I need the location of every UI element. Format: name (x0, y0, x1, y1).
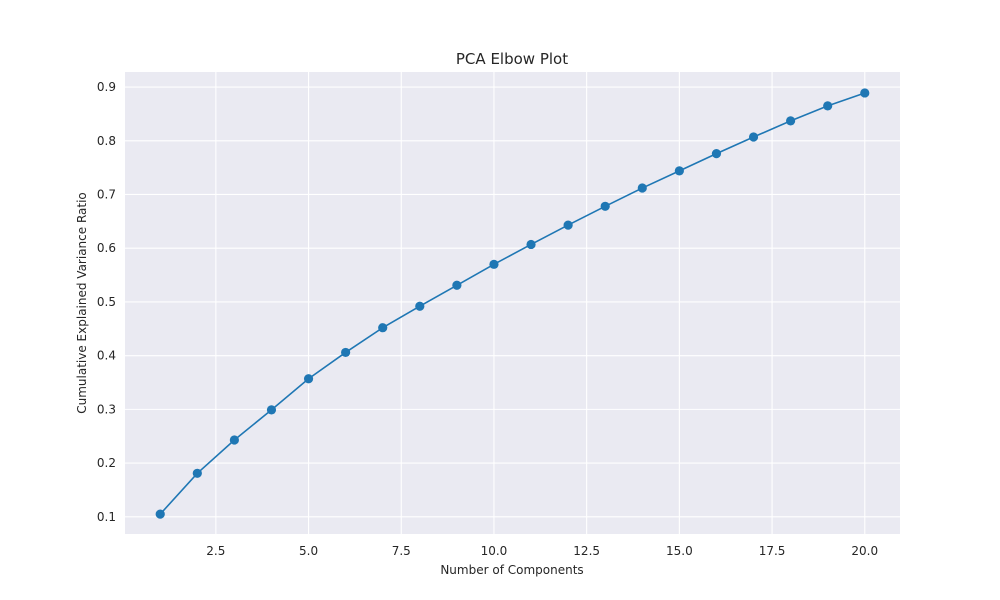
data-point (155, 509, 165, 519)
y-axis-label: Cumulative Explained Variance Ratio (75, 192, 89, 414)
data-point (266, 405, 277, 415)
data-point (786, 116, 796, 126)
data-point (303, 374, 314, 384)
data-point (229, 435, 239, 445)
y-tick-label: 0.1 (97, 510, 116, 524)
data-point (860, 88, 870, 98)
data-point (341, 347, 351, 358)
y-tick-label: 0.2 (97, 456, 116, 470)
x-tick-label: 10.0 (481, 544, 508, 558)
data-point (674, 166, 684, 176)
y-tick-label: 0.6 (97, 241, 116, 255)
series-layer (155, 88, 870, 519)
data-point (452, 280, 462, 290)
data-point (637, 183, 647, 193)
data-point (823, 101, 833, 111)
x-tick-label: 17.5 (759, 544, 786, 558)
y-tick-label: 0.9 (97, 80, 116, 94)
data-point (563, 220, 573, 230)
y-tick-labels: 0.1 0.2 0.3 0.4 0.5 0.6 0.7 0.8 0.9 (97, 80, 116, 524)
data-point (526, 239, 536, 250)
x-tick-label: 20.0 (851, 544, 878, 558)
x-tick-label: 15.0 (666, 544, 693, 558)
x-tick-label: 12.5 (573, 544, 600, 558)
y-gridlines (125, 86, 900, 518)
x-tick-label: 7.5 (392, 544, 411, 558)
x-tick-label: 5.0 (299, 544, 318, 558)
y-tick-label: 0.7 (97, 187, 116, 201)
y-tick-label: 0.3 (97, 402, 116, 416)
data-point (600, 201, 610, 211)
x-gridlines (215, 72, 866, 534)
chart-title: PCA Elbow Plot (456, 50, 568, 68)
data-point (748, 132, 759, 142)
x-tick-labels: 2.5 5.0 7.5 10.0 12.5 15.0 17.5 20.0 (206, 544, 878, 558)
data-point (192, 468, 202, 478)
y-tick-label: 0.5 (97, 295, 116, 309)
y-tick-label: 0.8 (97, 134, 116, 148)
data-point (415, 301, 425, 311)
data-point (378, 323, 388, 333)
y-tick-label: 0.4 (97, 349, 116, 363)
x-axis-label: Number of Components (440, 563, 583, 577)
data-point (711, 149, 722, 159)
plot-area-background (125, 72, 900, 534)
data-point (489, 259, 499, 269)
x-tick-label: 2.5 (206, 544, 225, 558)
series-line (159, 92, 866, 515)
